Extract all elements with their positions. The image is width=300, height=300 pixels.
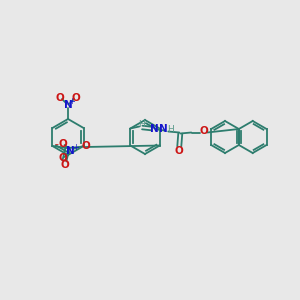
Text: N: N <box>66 146 75 156</box>
Text: +: + <box>72 143 79 152</box>
Text: O: O <box>81 141 90 151</box>
Text: O: O <box>60 160 69 170</box>
Text: O: O <box>58 153 67 163</box>
Text: +: + <box>69 98 75 106</box>
Text: -: - <box>55 139 59 149</box>
Text: N: N <box>159 124 168 134</box>
Text: N: N <box>64 100 72 110</box>
Text: O: O <box>58 139 67 149</box>
Text: O: O <box>200 127 209 136</box>
Text: O: O <box>72 93 80 103</box>
Text: H: H <box>167 125 174 134</box>
Text: H: H <box>138 120 145 129</box>
Text: O: O <box>175 146 184 155</box>
Text: O: O <box>56 93 64 103</box>
Text: N: N <box>150 124 159 134</box>
